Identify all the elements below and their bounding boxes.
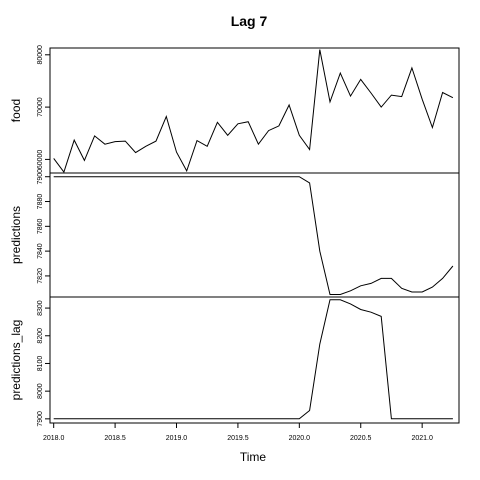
y-tick-label: 8300 xyxy=(37,300,44,316)
chart-panels: 60000 70000 80000 food 7820 7840 7860 7880 7900 p… xyxy=(9,45,460,427)
y-tick-label: 8100 xyxy=(37,356,44,372)
y-tick-label: 7880 xyxy=(37,194,44,210)
x-tick-label: 2019.5 xyxy=(227,435,249,442)
x-axis-label: Time xyxy=(240,450,267,464)
y-tick-label: 7900 xyxy=(37,411,44,427)
y-tick-label: 7860 xyxy=(37,218,44,234)
y-axis-label: predictions_lag xyxy=(9,320,23,401)
y-tick-label: 8200 xyxy=(37,328,44,344)
chart-title: Lag 7 xyxy=(231,13,268,29)
x-tick-label: 2019.0 xyxy=(166,435,188,442)
panel-predictions: 7820 7840 7860 7880 7900 predictions xyxy=(9,169,460,298)
panel-frame xyxy=(49,296,460,424)
y-axis-label: predictions xyxy=(9,206,23,264)
y-tick-label: 7840 xyxy=(37,243,44,259)
series-line-predictions xyxy=(53,176,454,295)
x-tick-label: 2020.0 xyxy=(289,435,311,442)
y-tick-label: 7900 xyxy=(37,169,44,185)
x-tick-label: 2018.5 xyxy=(104,435,126,442)
y-tick-label: 7820 xyxy=(37,268,44,284)
panel-food: 60000 70000 80000 food xyxy=(9,45,460,174)
x-tick-label: 2021.0 xyxy=(411,435,433,442)
y-tick-label: 80000 xyxy=(37,45,44,65)
panel-predictions_lag: 7900 8000 8100 8200 8300 predictions_lag xyxy=(9,296,460,427)
panel-frame xyxy=(49,47,460,174)
series-line-predictions_lag xyxy=(53,299,453,420)
x-axis: 2018.0 2018.5 2019.0 2019.5 2020.0 2020.5 2021… xyxy=(43,422,433,442)
y-tick-label: 70000 xyxy=(37,97,44,117)
series-line-food xyxy=(53,49,454,174)
x-tick-label: 2020.5 xyxy=(350,435,372,442)
y-tick-label: 60000 xyxy=(37,150,44,170)
y-tick-label: 8000 xyxy=(37,383,44,399)
y-axis-label: food xyxy=(9,99,23,122)
x-tick-label: 2018.0 xyxy=(43,435,65,442)
panel-frame xyxy=(49,172,460,298)
